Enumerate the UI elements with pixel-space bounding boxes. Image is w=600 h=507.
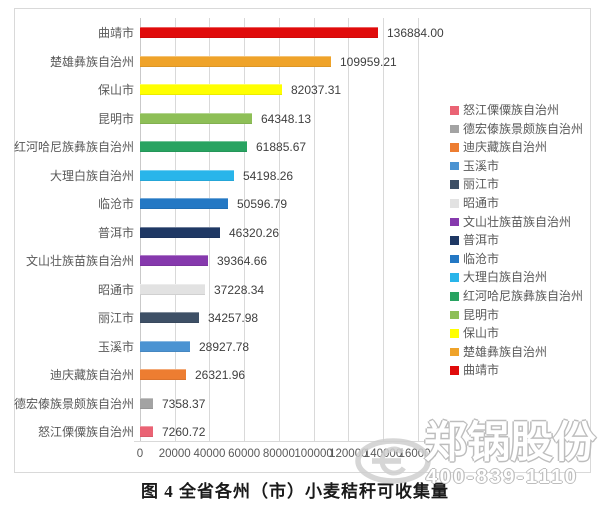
bar (140, 27, 378, 38)
bar (140, 84, 282, 95)
category-label: 昆明市 (97, 111, 134, 126)
bar (140, 426, 153, 437)
legend-swatch (450, 366, 459, 375)
legend-label: 大理白族自治州 (463, 270, 548, 285)
category-label: 红河哈尼族彝族自治州 (13, 140, 134, 154)
bar-value-label: 109959.21 (340, 54, 397, 69)
bar-value-label: 136884.00 (387, 26, 444, 40)
bar (140, 397, 153, 409)
category-label: 昭通市 (97, 282, 134, 297)
legend-label: 迪庆藏族自治州 (463, 140, 548, 155)
legend-label: 红河哈尼族彝族自治州 (463, 289, 584, 303)
category-label: 临沧市 (97, 197, 134, 211)
bar (140, 112, 252, 124)
legend-label: 怒江傈僳族自治州 (463, 103, 560, 117)
category-label: 曲靖市 (97, 26, 134, 40)
legend-swatch (450, 161, 459, 171)
x-tick-label: 60000 (228, 448, 261, 460)
bar-value-label: 37228.34 (214, 282, 265, 297)
legend-swatch (450, 292, 459, 301)
legend-label: 玉溪市 (463, 158, 500, 173)
legend-swatch (450, 254, 459, 264)
x-tick-label: 100000 (294, 448, 333, 460)
legend-label: 文山壮族苗族自治州 (463, 214, 572, 229)
category-label: 保山市 (97, 83, 134, 97)
legend-label: 昆明市 (463, 307, 500, 322)
bar-value-label: 46320.26 (229, 225, 280, 240)
chart-panel: 曲靖市 136884.00 楚雄彝族自治州 109959.21 保山市 82037.31 昆… (14, 8, 591, 473)
legend-label: 临沧市 (463, 251, 500, 266)
bar-value-label: 50596.79 (237, 197, 288, 211)
bar (140, 141, 247, 152)
legend-label: 楚雄彝族自治州 (463, 344, 548, 359)
legend-swatch (450, 106, 459, 115)
legend-swatch (450, 273, 459, 282)
category-label: 普洱市 (97, 225, 134, 240)
x-tick-label: 80000 (262, 448, 295, 460)
legend-swatch (450, 236, 459, 245)
legend-swatch (450, 199, 459, 208)
category-label: 德宏傣族景颇族自治州 (13, 396, 134, 411)
category-label: 玉溪市 (97, 339, 134, 354)
category-label: 怒江傈僳族自治州 (37, 425, 134, 439)
legend-label: 保山市 (463, 326, 500, 341)
gridline (383, 18, 385, 441)
legend-swatch (450, 310, 459, 320)
category-label: 文山壮族苗族自治州 (25, 254, 134, 268)
bar-value-label: 61885.67 (256, 140, 307, 154)
x-axis-line (134, 441, 426, 442)
gridline (348, 18, 350, 441)
bar (140, 283, 205, 295)
bar (140, 169, 234, 181)
bar-value-label: 54198.26 (243, 168, 294, 183)
legend-label: 普洱市 (463, 233, 500, 248)
bar-value-label: 64348.13 (261, 111, 312, 126)
gridline (417, 18, 419, 441)
bar (140, 198, 228, 209)
legend-swatch (450, 143, 459, 152)
bar-value-label: 28927.78 (199, 339, 250, 354)
bar-value-label: 26321.96 (195, 368, 246, 382)
category-label: 迪庆藏族自治州 (49, 368, 134, 382)
chart-title: 图 4 全省各州（市）小麦秸秆可收集量 (141, 482, 449, 501)
x-tick-label: 40000 (193, 448, 226, 460)
bar (140, 312, 199, 323)
bar-value-label: 7260.72 (162, 425, 206, 439)
legend-swatch (450, 124, 459, 134)
legend-label: 昭通市 (463, 196, 500, 210)
gridline (278, 18, 280, 441)
category-label: 大理白族自治州 (49, 168, 134, 183)
category-label: 楚雄彝族自治州 (49, 54, 134, 69)
bar (140, 55, 331, 67)
bar (140, 369, 186, 380)
legend-label: 德宏傣族景颇族自治州 (463, 121, 584, 136)
legend-swatch (450, 180, 459, 189)
gridline (313, 18, 315, 441)
legend-swatch (450, 347, 459, 357)
category-label: 丽江市 (97, 311, 134, 325)
x-tick-label: 20000 (158, 448, 191, 460)
legend-swatch (450, 329, 459, 338)
x-tick-label: 0 (136, 448, 144, 460)
gridline (244, 18, 246, 441)
bar (140, 255, 208, 266)
legend-swatch (450, 217, 459, 227)
bar-value-label: 7358.37 (162, 396, 206, 411)
bar-value-label: 39364.66 (217, 254, 268, 268)
legend-label: 曲靖市 (463, 363, 500, 378)
x-tick-label: 160000 (398, 448, 437, 460)
bar-value-label: 82037.31 (291, 83, 342, 97)
bar (140, 340, 190, 352)
bar (140, 226, 220, 238)
legend-label: 丽江市 (463, 177, 500, 192)
bar-value-label: 34257.98 (208, 311, 259, 325)
